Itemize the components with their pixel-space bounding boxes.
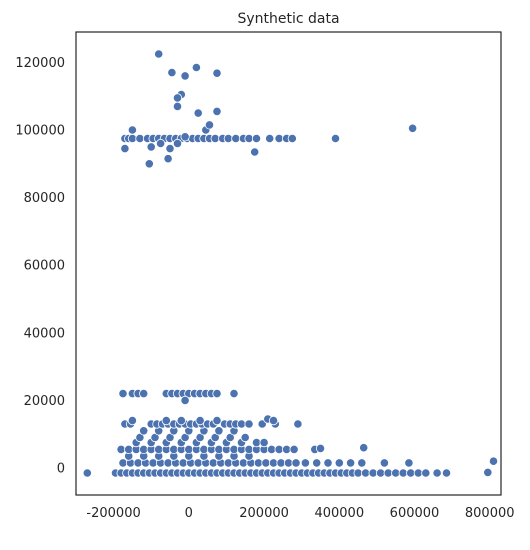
scatter-point: [212, 106, 222, 117]
scatter-point: [265, 133, 275, 144]
x-tick-label: 0: [185, 506, 193, 521]
scatter-point: [375, 468, 386, 478]
scatter-point: [330, 133, 341, 144]
x-tick-label: 200000: [239, 506, 289, 521]
scatter-point: [180, 132, 190, 142]
chart-title: Synthetic data: [237, 11, 339, 27]
scatter-point: [154, 444, 164, 454]
y-tick-label: 60000: [24, 259, 65, 274]
scatter-point: [421, 468, 431, 478]
scatter-point: [251, 133, 262, 144]
scatter-point: [259, 437, 269, 448]
x-tick-label: 400000: [314, 506, 364, 521]
scatter-point: [406, 468, 416, 478]
scatter-point: [251, 437, 262, 448]
scatter-point: [139, 426, 149, 436]
y-tick-label: 20000: [24, 394, 65, 409]
scatter-point: [229, 388, 239, 399]
scatter-point: [268, 415, 279, 426]
scatter-point: [204, 120, 215, 130]
scatter-point: [161, 415, 171, 426]
scatter-point: [172, 93, 183, 103]
scatter-point: [261, 458, 271, 468]
scatter-point: [156, 138, 166, 149]
scatter-point: [441, 468, 452, 478]
scatter-point: [180, 71, 190, 81]
scatter-point: [250, 147, 260, 157]
scatter-point: [146, 142, 156, 152]
scatter-point: [212, 68, 222, 78]
scatter-point: [483, 467, 493, 477]
scatter-point: [127, 415, 137, 426]
y-tick-label: 0: [57, 462, 65, 477]
scatter-point: [193, 108, 203, 118]
scatter-point: [323, 458, 333, 468]
scatter-point: [432, 468, 442, 478]
plot-background: [76, 32, 501, 495]
y-tick-label: 100000: [15, 124, 65, 139]
scatter-point: [144, 159, 154, 169]
scatter-point: [315, 443, 326, 453]
scatter-point: [167, 68, 177, 78]
scatter-point: [345, 458, 356, 468]
scatter-point: [244, 419, 254, 429]
scatter-point: [191, 62, 201, 73]
scatter-point: [212, 388, 222, 399]
plot-frame: [75, 31, 502, 496]
scatter-point: [165, 144, 175, 154]
scatter-point: [172, 138, 183, 149]
scatter-point: [212, 415, 222, 426]
points-layer: [82, 49, 499, 478]
scatter-point: [214, 426, 224, 436]
scatter-point: [135, 133, 145, 144]
x-tick-label: 600000: [390, 506, 440, 521]
scatter-point: [379, 458, 389, 468]
y-tick-label: 80000: [24, 191, 65, 206]
scatter-point: [154, 49, 164, 59]
scatter-point: [195, 415, 205, 426]
scatter-point: [231, 133, 241, 144]
scatter-point: [127, 125, 137, 135]
scatter-point: [163, 154, 173, 164]
scatter-point: [120, 144, 130, 154]
scatter-point: [407, 123, 418, 133]
x-tick-label: -200000: [86, 506, 140, 521]
scatter-point: [172, 101, 183, 112]
scatter-point: [287, 133, 297, 144]
scatter-point: [163, 458, 173, 468]
scatter-point: [404, 458, 414, 468]
scatter-point: [300, 458, 310, 468]
x-tick-label: 800000: [465, 506, 515, 521]
scatter-point: [289, 444, 299, 454]
scatter-point: [139, 388, 149, 399]
scatter-point: [293, 419, 303, 429]
scatter-point: [357, 458, 367, 468]
scatter-point: [291, 458, 301, 468]
scatter-point: [334, 458, 344, 468]
scatter-point: [116, 444, 126, 454]
y-tick-label: 120000: [15, 56, 65, 71]
scatter-point: [193, 458, 203, 468]
scatter-point: [180, 395, 190, 405]
scatter-point: [312, 458, 322, 468]
ticks-layer: -200000 0 200000 400000 600000 800000 0 20000 40…: [15, 56, 514, 521]
scatter-point: [488, 456, 499, 466]
scatter-point: [118, 388, 128, 399]
scatter-point: [176, 415, 186, 426]
y-tick-label: 40000: [24, 326, 65, 341]
scatter-point: [184, 444, 194, 454]
scatter-point: [359, 443, 369, 453]
scatter-point: [240, 432, 250, 443]
scatter-point: [82, 468, 92, 478]
